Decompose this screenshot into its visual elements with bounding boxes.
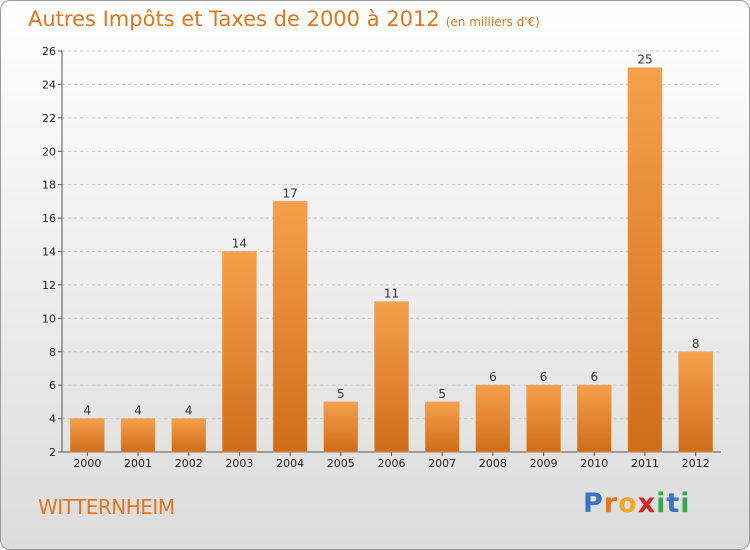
bar-value-label: 6 bbox=[540, 370, 548, 384]
logo-letter: r bbox=[603, 488, 619, 519]
y-tick-label: 2 bbox=[49, 446, 56, 459]
x-tick-label: 2007 bbox=[428, 457, 456, 470]
logo-letter: x bbox=[637, 488, 657, 519]
bar bbox=[627, 67, 663, 453]
bar bbox=[424, 401, 460, 453]
y-tick-label: 8 bbox=[49, 346, 56, 359]
y-tick-label: 10 bbox=[42, 312, 56, 325]
logo-letter: o bbox=[618, 488, 638, 519]
y-tick-label: 6 bbox=[49, 379, 56, 392]
y-tick-label: 4 bbox=[49, 413, 56, 426]
y-tick-label: 26 bbox=[42, 45, 56, 58]
bar bbox=[323, 401, 359, 453]
x-tick-label: 2000 bbox=[73, 457, 101, 470]
bar bbox=[171, 418, 206, 453]
bar bbox=[374, 301, 409, 453]
chart-unit: (en milliers d'€) bbox=[445, 15, 540, 29]
bar bbox=[678, 351, 713, 453]
y-tick-label: 18 bbox=[42, 179, 56, 192]
x-tick-label: 2003 bbox=[225, 457, 253, 470]
bar bbox=[222, 251, 257, 453]
proxiti-logo[interactable]: Proxiti bbox=[583, 488, 691, 519]
y-tick-label: 14 bbox=[42, 246, 56, 259]
x-tick-label: 2009 bbox=[530, 457, 558, 470]
x-tick-label: 2006 bbox=[378, 457, 406, 470]
x-tick-label: 2002 bbox=[175, 457, 203, 470]
bar-value-label: 6 bbox=[489, 370, 497, 384]
commune-name: WITTERNHEIM bbox=[38, 495, 175, 519]
y-tick-label: 20 bbox=[42, 145, 56, 158]
y-tick-label: 16 bbox=[42, 212, 56, 225]
bar bbox=[577, 384, 612, 453]
y-tick-label: 24 bbox=[42, 78, 56, 91]
x-tick-label: 2004 bbox=[276, 457, 304, 470]
bar bbox=[526, 384, 561, 453]
chart-title: Autres Impôts et Taxes de 2000 à 2012 (en… bbox=[28, 7, 540, 31]
logo-letter: P bbox=[583, 488, 604, 519]
bar-value-label: 25 bbox=[637, 53, 652, 67]
x-tick-label: 2012 bbox=[682, 457, 710, 470]
bar bbox=[70, 418, 105, 453]
bar-value-label: 6 bbox=[590, 370, 598, 384]
bar-value-label: 17 bbox=[282, 186, 297, 200]
x-tick-label: 2001 bbox=[124, 457, 152, 470]
x-tick-label: 2011 bbox=[631, 457, 659, 470]
x-tick-label: 2005 bbox=[327, 457, 355, 470]
logo-letter: i bbox=[680, 488, 691, 519]
x-tick-label: 2010 bbox=[580, 457, 608, 470]
bar bbox=[120, 418, 156, 453]
bar-value-label: 4 bbox=[185, 404, 193, 418]
bar bbox=[272, 201, 308, 453]
bar-value-label: 14 bbox=[232, 237, 247, 251]
chart-title-text: Autres Impôts et Taxes de 2000 à 2012 bbox=[28, 7, 440, 31]
bar-value-label: 4 bbox=[134, 404, 142, 418]
logo-letter: t bbox=[666, 488, 681, 519]
bar-value-label: 11 bbox=[384, 287, 399, 301]
logo-letter: i bbox=[656, 488, 667, 519]
bar-value-label: 5 bbox=[438, 387, 446, 401]
bar-value-label: 4 bbox=[84, 404, 92, 418]
x-tick-label: 2008 bbox=[479, 457, 507, 470]
bar bbox=[475, 384, 511, 453]
bar-value-label: 5 bbox=[337, 387, 345, 401]
y-tick-label: 22 bbox=[42, 112, 56, 125]
bar-value-label: 8 bbox=[692, 337, 700, 351]
y-tick-label: 12 bbox=[42, 279, 56, 292]
